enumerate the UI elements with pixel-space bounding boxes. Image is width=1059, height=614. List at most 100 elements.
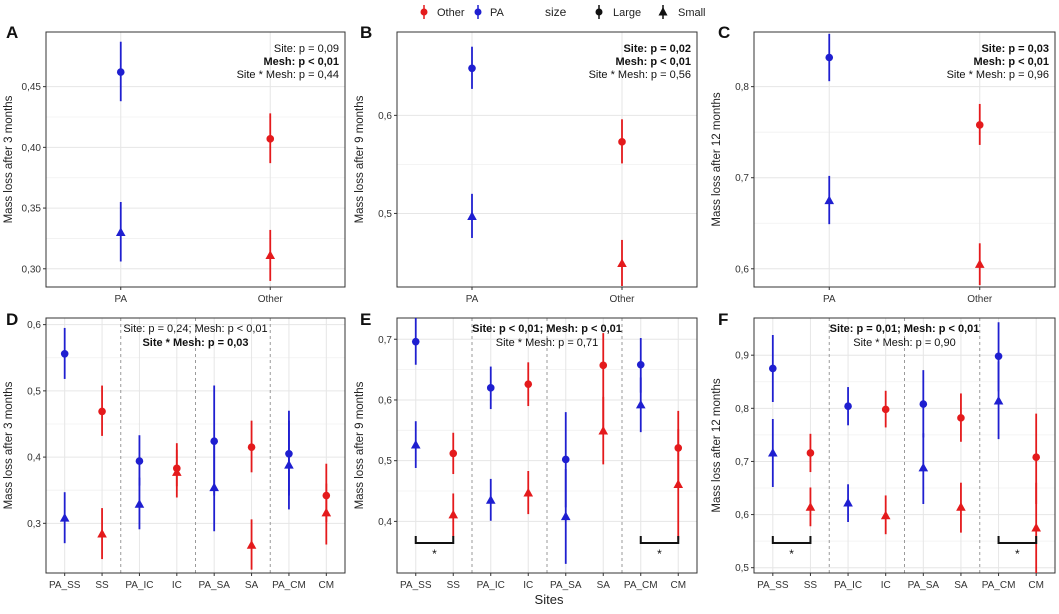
panel-e-significance-star: * [432,547,437,561]
panel-a-pa-small-pa-point [115,227,126,236]
panel-e-y-tick-label: 0,5 [378,456,392,467]
panel-e-letter: E [360,310,371,329]
panel-f-x-tick-label: SA [954,580,968,591]
panel-e-y-axis-label: Mass loss after 9 months [354,381,366,509]
legend-size-title: size [545,5,567,19]
panel-c-annotation: Site * Mesh: p = 0,96 [947,69,1049,81]
panel-d-other-small-cm-point [321,507,332,517]
legend-small-label: Small [678,7,706,19]
panel-c-y-tick-label: 0,7 [735,173,749,184]
panel-d-annotation: Site: p = 0,24; Mesh: p < 0,01 [123,323,267,335]
panel-a-annotation: Site * Mesh: p = 0,44 [237,69,339,81]
panel-d-pa-small-pa_ic-point [134,499,145,508]
panel-f-frame [753,317,1056,574]
panel-a-y-tick-label: 0,35 [22,204,42,215]
panel-f-pa-small-pa_sa-point [918,462,929,472]
panel-e-y-tick-label: 0,4 [378,517,392,528]
panel-d-annotation: Site * Mesh: p = 0,03 [142,337,248,349]
panel-b-other-small-other-point [617,258,627,268]
legend: Other PA size Large Small [420,5,706,19]
panel-f-significance-star: * [1015,547,1020,561]
panel-f-x-tick-label: PA_SS [757,580,789,591]
panel-f-y-tick-label: 0,8 [735,404,749,415]
panel-c-annotation: Site: p = 0,03 [981,43,1049,55]
panel-f-x-tick-label: PA_CM [982,580,1016,591]
panel-f-other-small-sa-point [956,502,966,511]
panel-b-y-axis-label: Mass loss after 9 months [354,95,366,223]
panel-e: 0,4 0,5 0,6 0,7 PA_SS SS PA_IC IC PA_SA SA PA_CM CM… [354,310,698,591]
panel-a-y-axis-label: Mass loss after 3 months [3,95,15,223]
panel-e-x-tick-label: PA_SA [550,580,582,591]
panel-d-pa-small-pa_sa-point [209,482,219,492]
panel-e-frame [396,317,698,574]
panel-d-y-tick-label: 0,6 [27,320,41,331]
panel-f-other-large-ic-point [881,405,890,414]
panel-c-other-large-other-point [975,121,984,129]
panel-b-frame [396,31,698,288]
panel-f-x-tick-label: PA_SA [908,580,940,591]
panel-c-frame [753,31,1056,288]
panel-d-other-large-ss-point [98,407,106,416]
panel-c-y-tick-label: 0,6 [735,264,749,275]
panel-f-pa-small-pa_ss-point [768,447,778,457]
panel-b-pa-large-pa-point [468,64,476,73]
panel-d-x-tick-label: CM [319,580,335,591]
panel-d-x-tick-label: SS [95,580,109,591]
panel-b-letter: B [360,23,372,42]
panel-a-y-tick-label: 0,45 [22,82,42,93]
panel-d-x-tick-label: PA_CM [272,580,306,591]
panel-d-pa-large-pa_sa-point [210,437,218,445]
panel-b-y-tick-label: 0,6 [378,111,392,122]
panel-e-significance-bracket [639,536,680,544]
panel-f-other-small-cm-point [1031,522,1041,532]
panel-e-other-small-ss-point [448,509,459,519]
legend-pa-label: PA [490,7,505,19]
panel-f-pa-small-pa_cm-point [993,395,1004,405]
panel-f-significance-bracket [771,536,812,544]
panel-e-x-tick-label: PA_CM [624,580,658,591]
panel-e-pa-large-pa_ic-point [486,384,495,392]
panel-d-pa-large-pa_ss-point [60,349,69,358]
shared-x-axis-label: Sites [535,592,564,607]
panel-d-other-small-ic-point [172,467,182,476]
panel-e-y-tick-label: 0,7 [378,335,392,346]
panel-e-other-large-sa-point [599,361,608,370]
panel-e-pa-small-pa_cm-point [635,399,646,409]
panel-e-pa-small-pa_ss-point [410,439,421,449]
panel-f-y-axis-label: Mass loss after 12 months [711,378,723,512]
panel-e-other-small-sa-point [598,425,609,435]
panel-e-pa-small-pa_sa-point [560,511,571,521]
legend-other-label: Other [437,7,465,19]
panel-b-annotation: Site * Mesh: p = 0,56 [589,69,691,81]
panel-a-x-tick-label: PA [114,294,127,305]
panel-d-y-axis-label: Mass loss after 3 months [3,381,15,509]
panel-d-x-tick-label: PA_IC [125,580,153,591]
panel-a-frame [45,31,346,288]
panel-a: 0,30 0,35 0,40 0,45 PA Other Mass loss after 3… [3,23,346,305]
panels: 0,30 0,35 0,40 0,45 PA Other Mass loss after 3… [3,23,1056,591]
panel-a-letter: A [6,23,18,42]
legend-large-label: Large [613,7,641,19]
panel-c-pa-small-pa-point [824,195,835,205]
panel-e-annotation: Site: p < 0,01; Mesh: p < 0,01 [472,323,622,335]
panel-a-y-tick-label: 0,40 [22,143,42,154]
panel-e-x-tick-label: IC [523,580,533,591]
panel-f-y-tick-label: 0,9 [735,351,749,362]
panel-f-x-tick-label: CM [1028,580,1044,591]
panel-b-other-large-other-point [618,138,626,146]
panel-f-other-large-ss-point [806,449,815,457]
panel-e-x-tick-label: PA_IC [477,580,505,591]
panel-b-pa-small-pa-point [467,211,477,220]
panel-c-x-tick-label: PA [823,294,836,305]
panel-f-annotation: Site * Mesh: p = 0,90 [853,337,955,349]
panel-a-other-small-other-point [265,250,276,260]
panel-e-pa-small-pa_ic-point [485,495,496,504]
panel-e-annotation: Site * Mesh: p = 0,71 [496,337,598,349]
panel-e-other-small-cm-point [673,479,684,488]
panel-c: 0,6 0,7 0,8 PA Other Mass loss after 12 month… [711,23,1056,305]
panel-d-letter: D [6,310,18,329]
panel-f: 0,5 0,6 0,7 0,8 0,9 PA_SS SS PA_IC IC PA_SA SA PA_C… [711,310,1056,591]
panel-e-other-large-ic-point [524,380,533,388]
